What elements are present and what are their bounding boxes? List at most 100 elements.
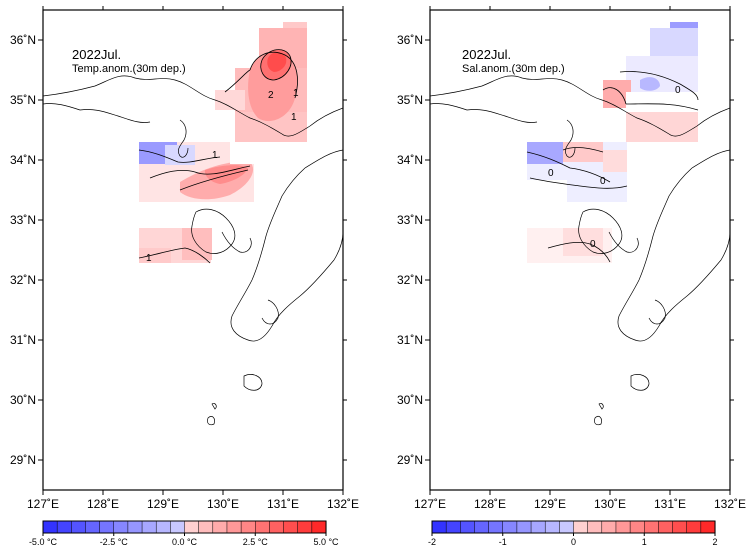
colorbars: -5.0 °C -2.5 °C 0.0 °C 2.5 °C 5.0 °C -2 -1 0 1 2 [29, 520, 718, 547]
temp-map-panel: 2022Jul. Temp.anom.(30m dep.) 2 1 1 1 1 [42, 9, 344, 491]
temp-map-title: 2022Jul. [72, 47, 121, 62]
temp-contour-label: 1 [212, 150, 218, 161]
temp-contour-labels: 2 1 1 1 1 [146, 88, 299, 264]
sal-colorbar-label: 2 [712, 537, 717, 547]
temp-colorbar-segment [170, 520, 186, 534]
sal-colorbar-segment [431, 520, 447, 534]
sal-colorbar-segment [615, 520, 631, 534]
sal-x-tick-label: 129˚E [534, 497, 566, 511]
sal-colorbar-segment [474, 520, 490, 534]
sal-y-tick-label: 33˚N [397, 213, 423, 227]
sal-contours [526, 71, 699, 263]
sal-colorbar-segment [587, 520, 603, 534]
temp-colorbar: -5.0 °C -2.5 °C 0.0 °C 2.5 °C 5.0 °C [29, 520, 339, 547]
temp-y-tick-label: 29˚N [10, 453, 36, 467]
temp-x-tick-label: 132˚E [327, 497, 359, 511]
sal-colorbar-segment [516, 520, 532, 534]
temp-contour-label: 2 [268, 90, 274, 101]
sal-y-tick-label: 35˚N [397, 93, 423, 107]
temp-colorbar-segment [283, 520, 299, 534]
sal-map-title: 2022Jul. [462, 47, 511, 62]
temp-contour-label: 1 [291, 112, 297, 123]
sal-colorbar-segment [573, 520, 589, 534]
temp-colorbar-segment [56, 520, 72, 534]
sal-colorbar: -2 -1 0 1 2 [428, 520, 718, 547]
sal-contour-label: 0 [590, 239, 596, 250]
temp-colorbar-segment [71, 520, 87, 534]
temp-colorbar-segment [113, 520, 129, 534]
temp-map-frame [42, 9, 344, 491]
axes: 127˚E 128˚E 129˚E 130˚E 131˚E 132˚E 36˚N 35˚N 34… [10, 6, 746, 511]
sal-x-tick-label: 131˚E [654, 497, 686, 511]
sal-colorbar-segment [544, 520, 560, 534]
sal-y-tick-label: 29˚N [397, 453, 423, 467]
sal-y-tick-label: 32˚N [397, 273, 423, 287]
temp-contour-label: 1 [146, 253, 152, 264]
temp-colorbar-segment [155, 520, 171, 534]
sal-colorbar-segment [700, 520, 716, 534]
temp-contour-label: 1 [293, 88, 299, 99]
sal-colorbar-segment [686, 520, 702, 534]
temp-y-tick-label: 35˚N [10, 93, 36, 107]
sal-map-panel: 2022Jul. Sal.anom.(30m dep.) 0 0 0 0 [429, 9, 731, 491]
temp-x-tick-label: 128˚E [87, 497, 119, 511]
sal-colorbar-segment [559, 520, 575, 534]
sal-colorbar-segment [629, 520, 645, 534]
temp-colorbar-segment [85, 520, 101, 534]
sal-colorbar-label: 1 [642, 537, 647, 547]
temp-map-subtitle: Temp.anom.(30m dep.) [72, 63, 186, 75]
temp-colorbar-segment [42, 520, 58, 534]
sal-contour-labels: 0 0 0 0 [548, 85, 681, 250]
sal-y-tick-label: 31˚N [397, 333, 423, 347]
sal-colorbar-segment [460, 520, 475, 534]
temp-y-tick-label: 30˚N [10, 393, 36, 407]
temp-colorbar-segment [184, 520, 200, 534]
sal-y-tick-label: 36˚N [397, 33, 423, 47]
temp-colorbar-segment [212, 520, 228, 534]
sal-anomaly-field [527, 22, 698, 263]
sal-colorbar-segment [658, 520, 674, 534]
sal-colorbar-label: 0 [571, 537, 576, 547]
temp-y-tick-label: 32˚N [10, 273, 36, 287]
temp-colorbar-segment [99, 520, 115, 534]
temp-y-tick-label: 31˚N [10, 333, 36, 347]
temp-x-tick-label: 127˚E [27, 497, 59, 511]
temp-colorbar-segment [198, 520, 214, 534]
sal-x-tick-label: 127˚E [414, 497, 446, 511]
temp-colorbar-segment [141, 520, 157, 534]
sal-colorbar-segment [644, 520, 659, 534]
temp-colorbar-label: 0.0 °C [172, 537, 198, 547]
temp-y-tick-label: 34˚N [10, 153, 36, 167]
temp-colorbar-segment [269, 520, 285, 534]
temp-coastline [43, 75, 343, 426]
sal-colorbar-segment [530, 520, 546, 534]
sal-colorbar-segment [488, 520, 504, 534]
sal-colorbar-label: -2 [428, 537, 436, 547]
sal-colorbar-segment [445, 520, 461, 534]
sal-colorbar-segment [601, 520, 617, 534]
sal-contour-label: 0 [600, 176, 606, 187]
sal-coastline [430, 75, 730, 426]
temp-colorbar-label: -5.0 °C [29, 537, 58, 547]
sal-colorbar-label: -1 [499, 537, 507, 547]
temp-colorbar-segment [255, 520, 270, 534]
temp-colorbar-segment [240, 520, 256, 534]
sal-colorbar-segment [502, 520, 518, 534]
temp-colorbar-segment [127, 520, 143, 534]
temp-x-tick-label: 129˚E [147, 497, 179, 511]
temp-y-tick-label: 33˚N [10, 213, 36, 227]
temp-colorbar-label: -2.5 °C [100, 537, 129, 547]
temp-colorbar-segment [297, 520, 313, 534]
sal-y-tick-label: 30˚N [397, 393, 423, 407]
temp-x-tick-label: 130˚E [207, 497, 239, 511]
sal-x-tick-label: 132˚E [714, 497, 746, 511]
sal-map-frame [429, 9, 731, 491]
sal-x-tick-label: 128˚E [474, 497, 506, 511]
sal-contour-label: 0 [548, 168, 554, 179]
sal-y-tick-label: 34˚N [397, 153, 423, 167]
temp-contours [138, 49, 298, 264]
sal-map-subtitle: Sal.anom.(30m dep.) [462, 63, 565, 75]
temp-y-tick-label: 36˚N [10, 33, 36, 47]
sal-contour-label: 0 [675, 85, 681, 96]
